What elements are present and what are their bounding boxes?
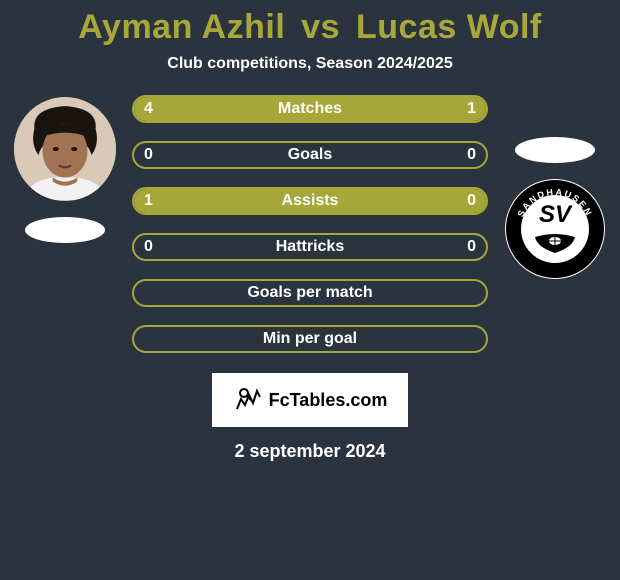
stat-label: Matches	[134, 100, 486, 118]
title-vs: vs	[301, 8, 340, 46]
fctables-logo[interactable]: FcTables.com	[212, 373, 408, 427]
stat-bar: Goals per match	[132, 279, 488, 307]
right-column: SANDHAUSEN 1916 SV	[500, 95, 610, 279]
subtitle: Club competitions, Season 2024/2025	[10, 55, 610, 73]
comparison-card: Ayman Azhil vs Lucas Wolf Club competiti…	[0, 0, 620, 470]
footer-date: 2 september 2024	[10, 441, 610, 462]
player1-nation-flag	[25, 217, 105, 243]
stat-label: Goals	[134, 146, 486, 164]
player1-photo	[14, 97, 116, 201]
stats-bars: 41Matches 00Goals 10Assists 00Hattricks Goal…	[132, 95, 488, 353]
player2-club-badge: SANDHAUSEN 1916 SV	[505, 179, 605, 279]
fctables-icon	[233, 385, 263, 415]
fctables-text: FcTables.com	[269, 390, 388, 411]
stat-label: Goals per match	[134, 284, 486, 302]
stat-bar: 10Assists	[132, 187, 488, 215]
club-badge-svg: SANDHAUSEN 1916 SV	[505, 179, 605, 279]
stat-bar: 41Matches	[132, 95, 488, 123]
stat-label: Assists	[134, 192, 486, 210]
body-row: 41Matches 00Goals 10Assists 00Hattricks Goal…	[10, 95, 610, 353]
stat-label: Min per goal	[134, 330, 486, 348]
stat-bar: Min per goal	[132, 325, 488, 353]
player2-nation-flag	[515, 137, 595, 163]
stat-bar: 00Hattricks	[132, 233, 488, 261]
player1-avatar-svg	[14, 97, 116, 201]
stat-bar: 00Goals	[132, 141, 488, 169]
left-column	[10, 95, 120, 243]
badge-top-text: SV	[539, 201, 573, 228]
page-title: Ayman Azhil vs Lucas Wolf	[10, 8, 610, 47]
stat-label: Hattricks	[134, 238, 486, 256]
title-player2: Lucas Wolf	[356, 8, 542, 46]
title-player1: Ayman Azhil	[78, 8, 285, 46]
